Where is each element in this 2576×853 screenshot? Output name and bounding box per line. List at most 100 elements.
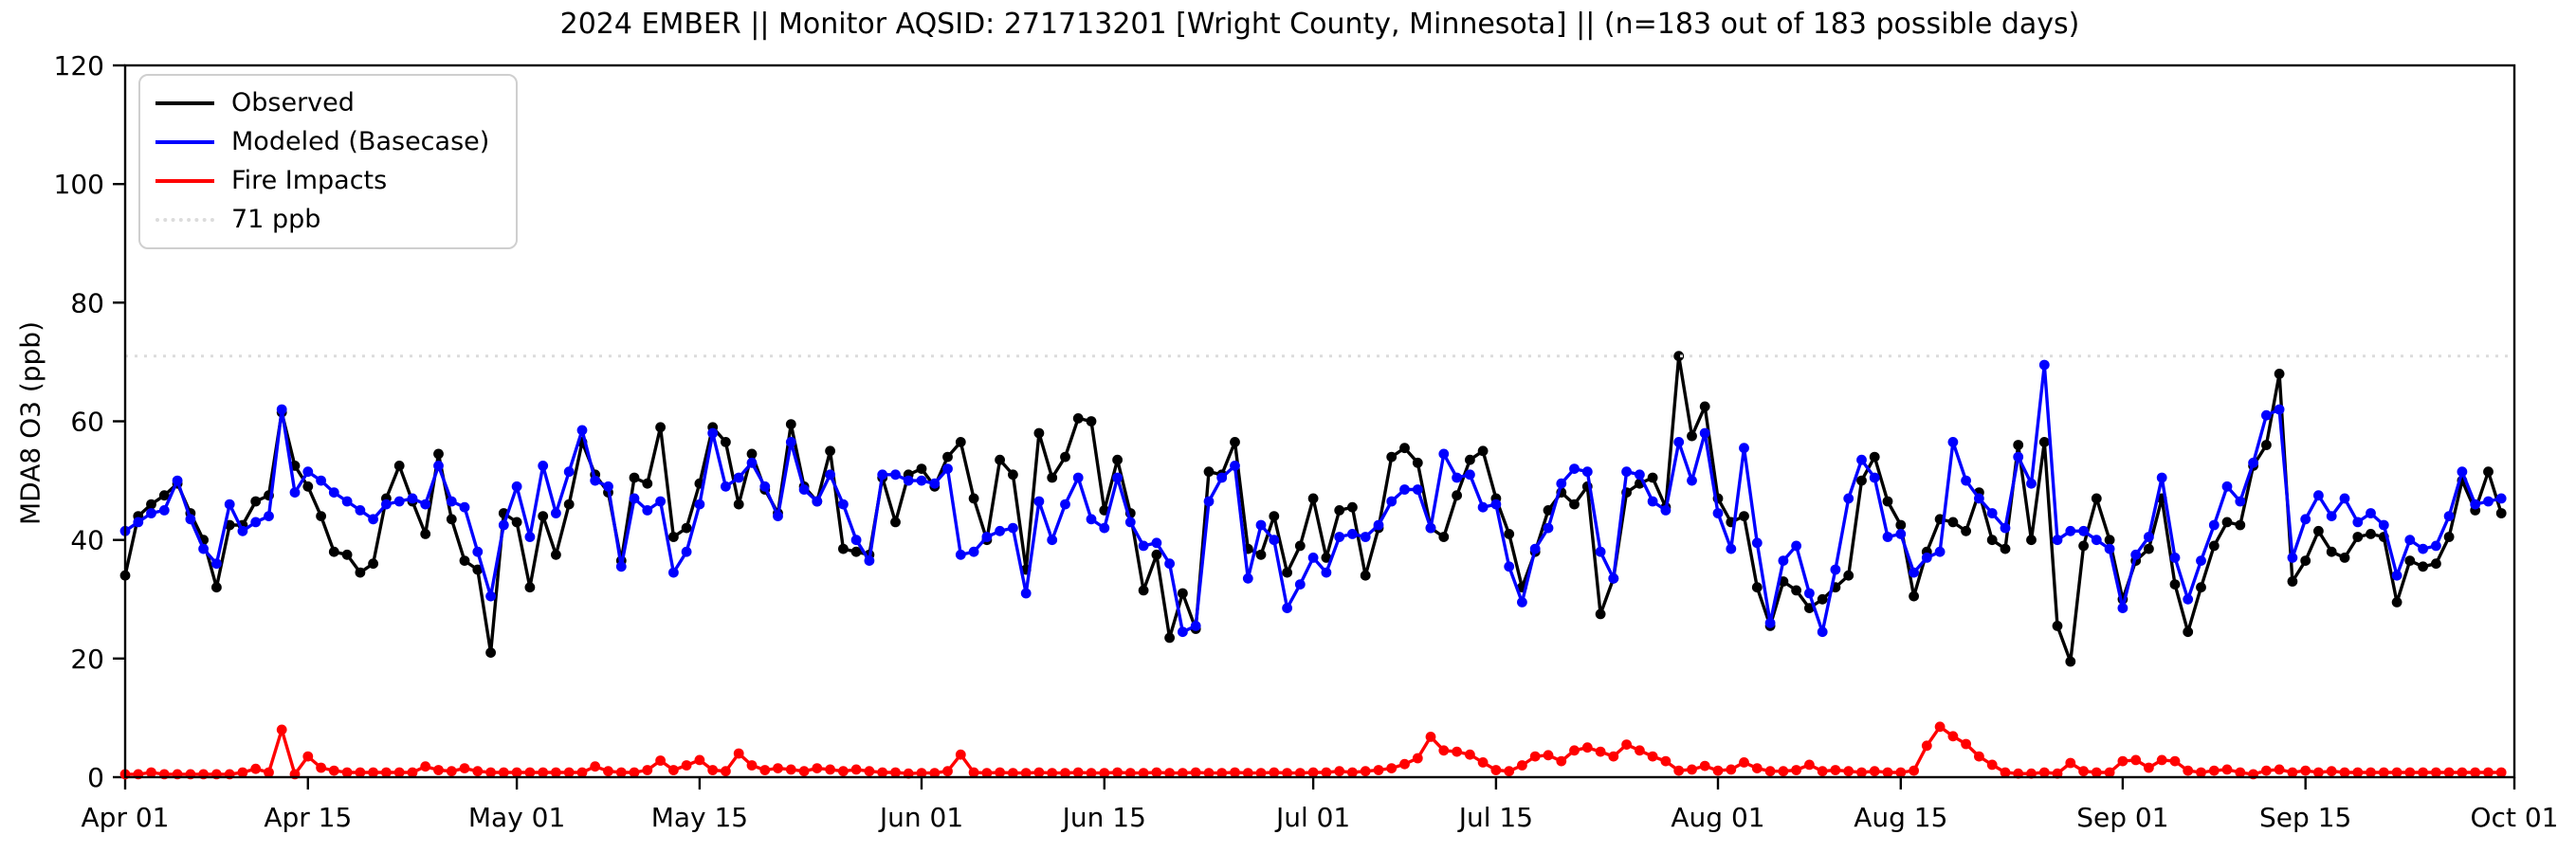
data-point bbox=[798, 484, 810, 495]
data-point bbox=[1138, 585, 1149, 596]
data-point bbox=[1347, 767, 1358, 778]
data-point bbox=[1477, 501, 1489, 513]
data-point bbox=[1477, 757, 1489, 768]
data-point bbox=[498, 767, 509, 778]
data-point bbox=[2091, 535, 2102, 546]
data-point bbox=[302, 466, 314, 478]
data-point bbox=[1360, 532, 1371, 542]
data-point bbox=[1255, 549, 1267, 560]
data-point bbox=[733, 748, 744, 759]
data-point bbox=[2078, 525, 2090, 536]
data-point bbox=[1020, 768, 1032, 778]
data-point bbox=[1112, 767, 1123, 778]
data-point bbox=[1321, 767, 1332, 778]
data-point bbox=[2065, 525, 2076, 536]
data-point bbox=[1307, 493, 1319, 504]
data-point bbox=[1033, 496, 1045, 507]
series-line bbox=[123, 354, 2503, 663]
data-point bbox=[316, 762, 326, 773]
data-point bbox=[1347, 501, 1358, 513]
data-point bbox=[2052, 535, 2063, 546]
data-point bbox=[446, 496, 457, 507]
data-point bbox=[2483, 496, 2494, 507]
data-point bbox=[1739, 511, 1749, 521]
legend-item-label: 71 ppb bbox=[231, 205, 321, 234]
legend-item-label: Fire Impacts bbox=[231, 166, 388, 195]
data-point bbox=[1425, 522, 1436, 534]
data-point bbox=[1438, 532, 1450, 542]
data-point bbox=[981, 768, 993, 778]
legend-item: Fire Impacts bbox=[155, 165, 489, 197]
data-point bbox=[1164, 632, 1175, 644]
data-point bbox=[1595, 608, 1606, 620]
data-point bbox=[1909, 765, 1919, 776]
data-point bbox=[511, 481, 522, 492]
data-point bbox=[2052, 621, 2063, 631]
data-point bbox=[576, 425, 588, 436]
data-point bbox=[642, 478, 653, 489]
data-point bbox=[1909, 590, 1919, 602]
y-tick-label: 80 bbox=[70, 287, 104, 318]
data-point bbox=[2431, 558, 2441, 570]
data-point bbox=[1869, 451, 1880, 463]
data-point bbox=[1751, 582, 1763, 593]
data-point bbox=[2248, 457, 2259, 468]
data-point bbox=[2339, 493, 2350, 504]
data-point bbox=[746, 457, 758, 468]
data-point bbox=[798, 766, 810, 777]
data-point bbox=[1151, 549, 1162, 560]
y-axis-label: MDA8 O3 (ppb) bbox=[14, 320, 46, 526]
legend-line-sample bbox=[155, 218, 214, 222]
data-point bbox=[838, 543, 849, 554]
data-point bbox=[1269, 767, 1280, 778]
y-tick-label: 60 bbox=[70, 407, 104, 438]
data-point bbox=[995, 454, 1005, 465]
data-point bbox=[1764, 766, 1776, 777]
data-point bbox=[2391, 597, 2402, 608]
x-tick-label: Sep 01 bbox=[2076, 802, 2168, 833]
data-point bbox=[2000, 543, 2011, 554]
data-point bbox=[1347, 529, 1358, 539]
data-point bbox=[2026, 478, 2037, 489]
data-point bbox=[446, 514, 457, 525]
data-point bbox=[1517, 760, 1527, 771]
data-point bbox=[2287, 767, 2298, 778]
data-point bbox=[1178, 626, 1188, 638]
data-point bbox=[1986, 535, 1998, 546]
data-point bbox=[2352, 532, 2364, 542]
data-point bbox=[2104, 767, 2115, 778]
data-point bbox=[2300, 555, 2311, 566]
data-point bbox=[1438, 745, 1450, 756]
data-point bbox=[1151, 537, 1162, 549]
y-tick-label: 40 bbox=[70, 525, 104, 556]
data-point bbox=[1869, 472, 1880, 483]
data-point bbox=[1321, 553, 1332, 563]
data-point bbox=[158, 490, 170, 501]
data-point bbox=[1124, 517, 1136, 528]
data-point bbox=[1452, 472, 1462, 483]
data-point bbox=[1921, 740, 1932, 752]
data-point bbox=[1517, 597, 1527, 608]
data-point bbox=[1282, 567, 1292, 578]
data-point bbox=[1321, 567, 1332, 578]
data-point bbox=[485, 647, 496, 658]
data-point bbox=[393, 461, 405, 471]
data-point bbox=[1830, 765, 1841, 775]
data-point bbox=[368, 558, 378, 570]
data-point bbox=[1282, 768, 1292, 778]
data-point bbox=[995, 525, 1005, 536]
data-point bbox=[1178, 768, 1188, 778]
data-point bbox=[1008, 768, 1018, 778]
data-point bbox=[1895, 767, 1907, 778]
data-point bbox=[2326, 546, 2337, 557]
data-point bbox=[955, 437, 966, 447]
data-point bbox=[1216, 472, 1228, 483]
data-point bbox=[681, 760, 692, 771]
x-tick-label: Aug 01 bbox=[1671, 802, 1764, 833]
data-point bbox=[1060, 499, 1070, 510]
data-point bbox=[2366, 767, 2376, 778]
data-point bbox=[995, 767, 1005, 778]
y-tick-label: 100 bbox=[54, 169, 104, 200]
data-point bbox=[1635, 745, 1645, 756]
data-point bbox=[1242, 572, 1253, 584]
